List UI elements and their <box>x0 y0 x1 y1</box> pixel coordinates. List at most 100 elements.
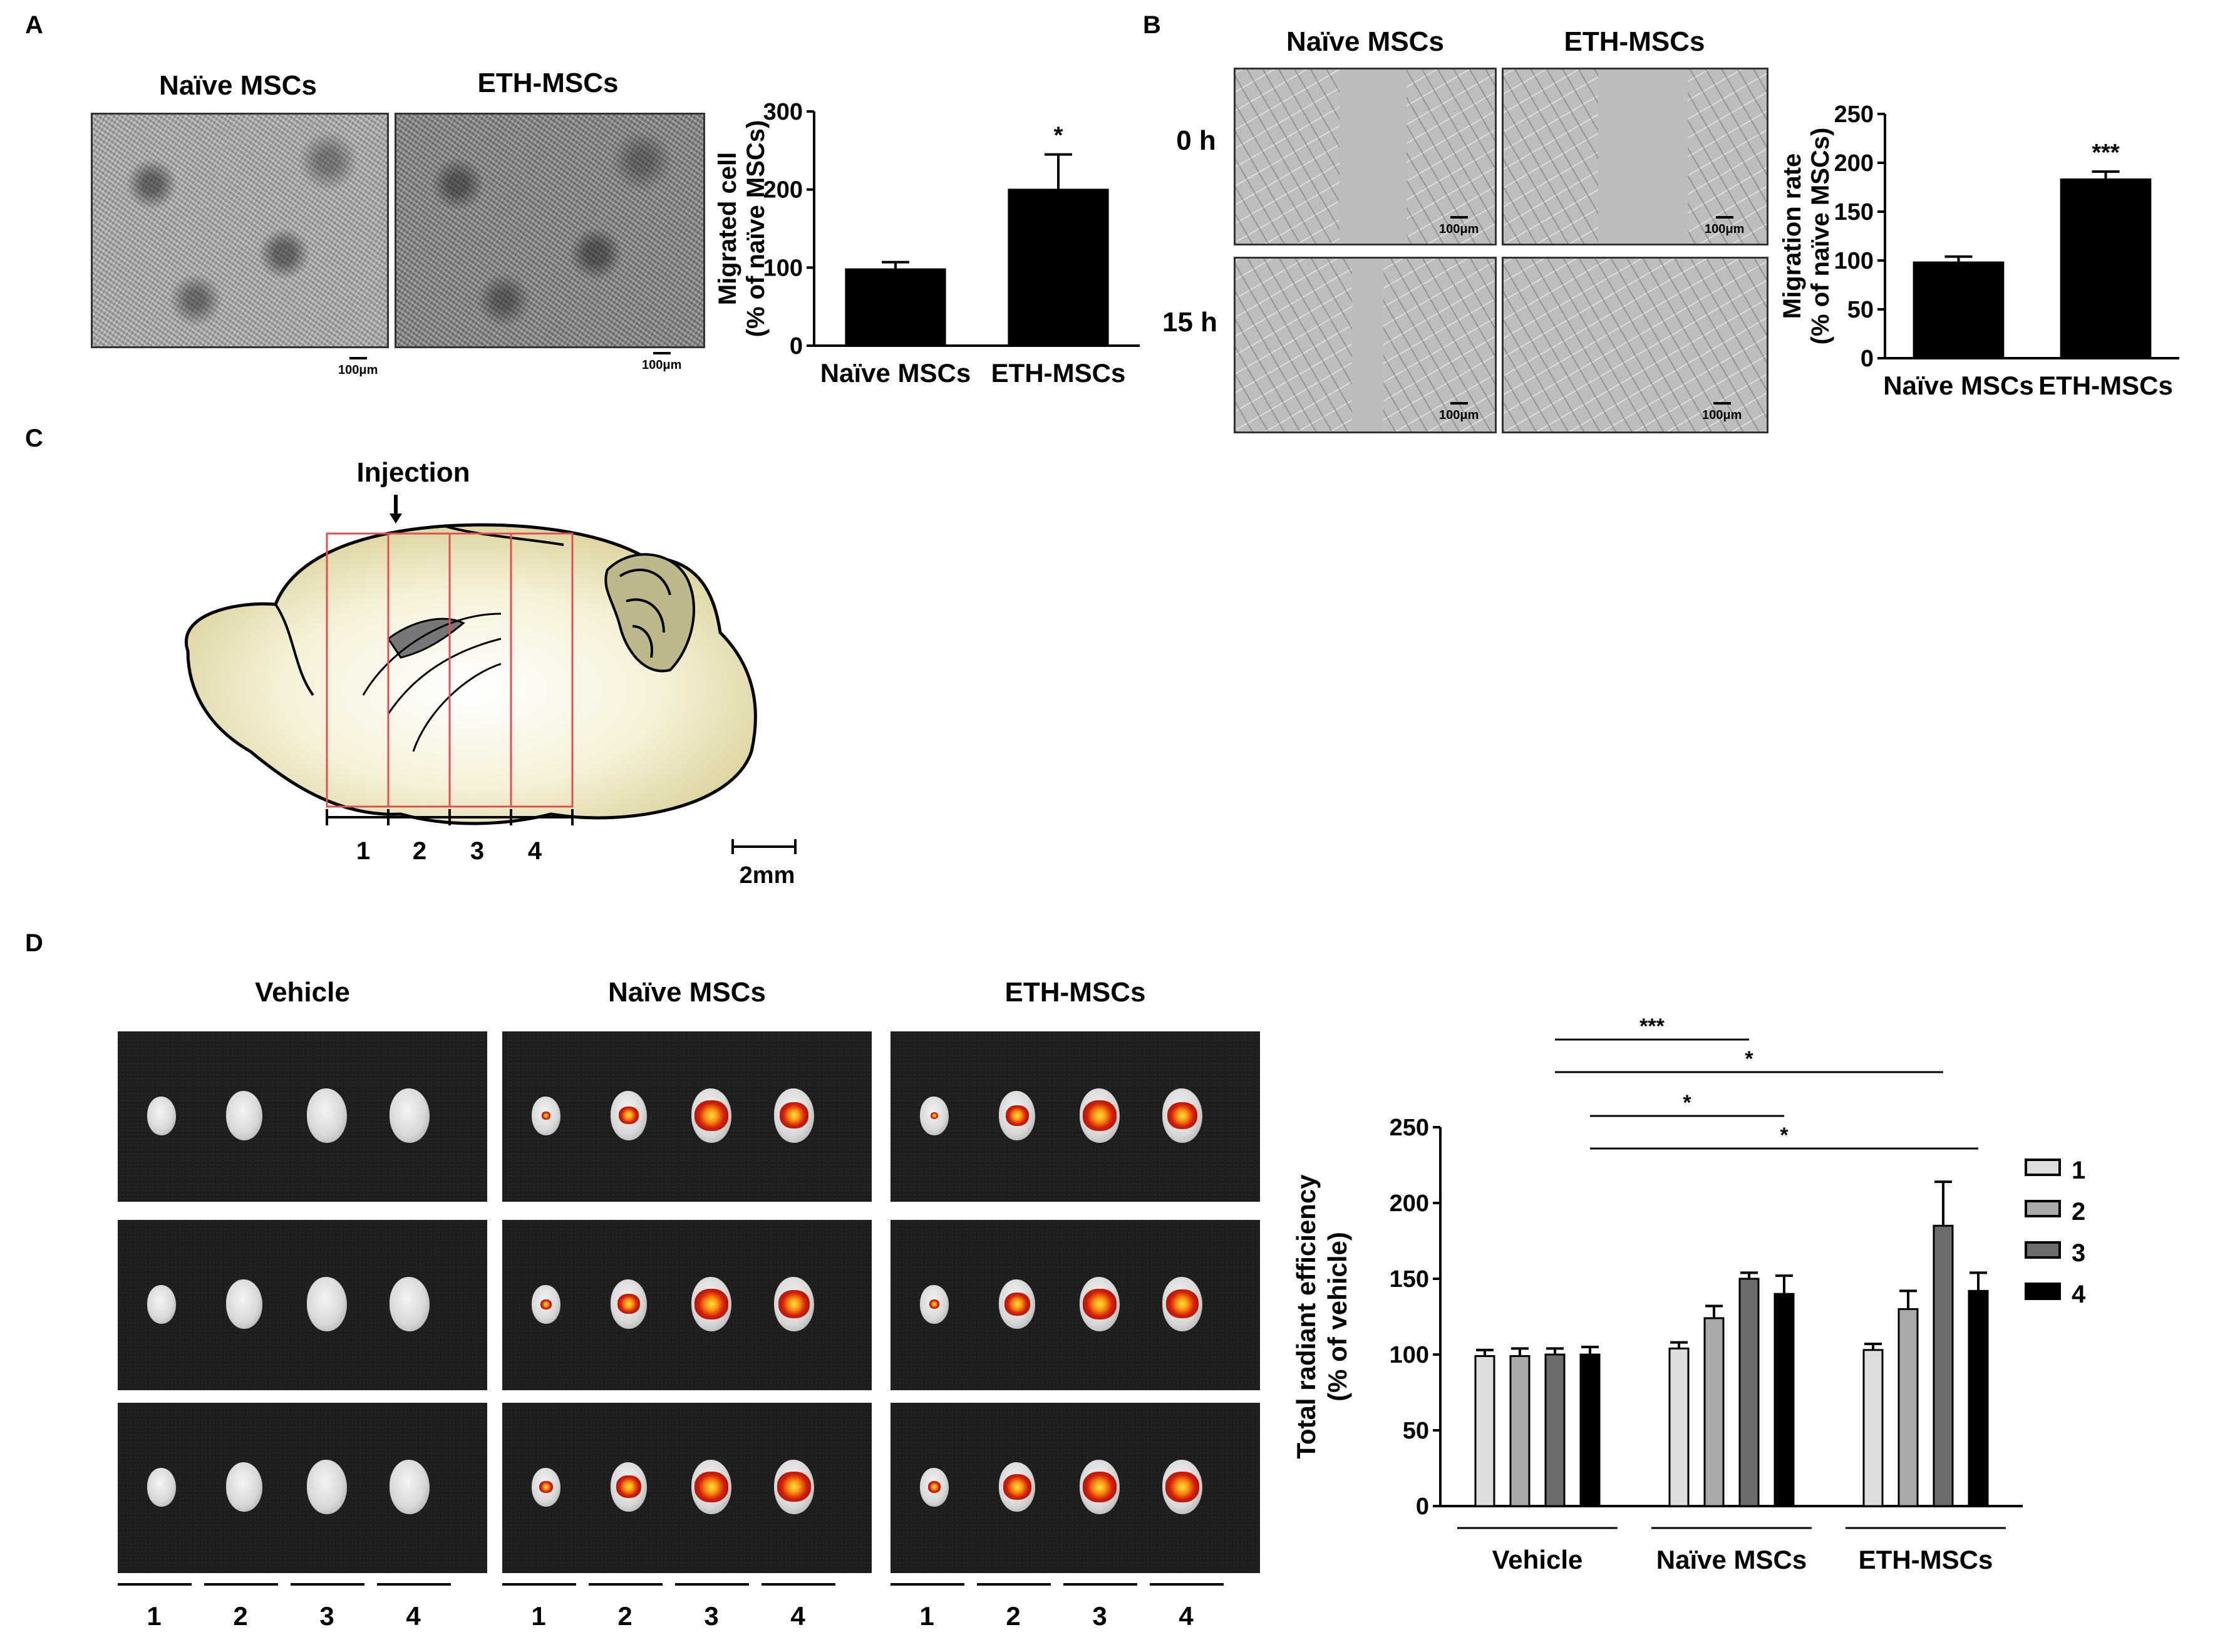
fluorescence-signal <box>777 1471 811 1502</box>
panel-a-title-eth: ETH-MSCs <box>477 68 619 98</box>
panel-b-image-naive-15h <box>1234 257 1497 433</box>
bar <box>1668 1347 1690 1507</box>
y-tick-label: 200 <box>763 177 803 204</box>
panel-b-scale-bar-4: 100μm <box>1702 402 1742 422</box>
ivis-image <box>891 1220 1260 1390</box>
ivis-image <box>502 1403 872 1573</box>
panel-b-row-label-0h: 0 h <box>1176 125 1216 156</box>
section-label-1: 1 <box>356 837 370 865</box>
bar <box>1544 1353 1566 1507</box>
section-label-2: 2 <box>413 837 426 865</box>
brain-slice <box>532 1467 560 1507</box>
brain-slice <box>390 1088 430 1143</box>
brain-slice <box>390 1460 430 1514</box>
bar <box>2060 178 2152 358</box>
injection-label: Injection <box>356 457 470 488</box>
x-tick-label: Naïve MSCs <box>820 358 971 388</box>
y-tick-label: 100 <box>763 255 803 281</box>
bar <box>1703 1317 1725 1507</box>
bar <box>1474 1355 1495 1507</box>
x-tick-label: ETH-MSCs <box>2038 371 2173 400</box>
brain-slice <box>390 1277 430 1331</box>
fluorescence-signal <box>1004 1292 1030 1316</box>
panel-b-scale-bar-1: 100μm <box>1439 216 1479 236</box>
fluorescence-signal <box>1003 1474 1031 1500</box>
legend-label: 3 <box>2072 1239 2085 1267</box>
ivis-image <box>118 1031 487 1202</box>
bar <box>1738 1278 1760 1507</box>
panel-b-title-eth: ETH-MSCs <box>1564 26 1705 57</box>
bar <box>1773 1293 1795 1507</box>
y-tick-label: 100 <box>1390 1342 1429 1368</box>
brain-slice <box>611 1091 647 1140</box>
y-tick-label: 0 <box>1416 1494 1429 1520</box>
scale-bar-2mm <box>731 839 797 854</box>
ivis-image <box>118 1220 487 1390</box>
ivis-image <box>502 1031 872 1202</box>
y-tick-label: 50 <box>1847 297 1874 323</box>
brain-slice <box>307 1088 347 1143</box>
panel-b-image-naive-0h <box>1234 68 1497 245</box>
fluorescence-signal <box>780 1102 808 1128</box>
bar <box>1862 1349 1884 1507</box>
section-number: 2 <box>1006 1601 1020 1631</box>
brain-slice <box>691 1088 731 1143</box>
legend-swatch <box>2025 1283 2061 1300</box>
brain-slice <box>611 1462 647 1512</box>
ivis-image <box>891 1403 1260 1573</box>
fluorescence-signal <box>539 1480 553 1494</box>
panel-d-section-axis: 1 2 3 4 1 2 3 4 1 2 3 4 <box>118 1583 1224 1631</box>
fluorescence-signal <box>930 1112 939 1120</box>
brain-slice <box>611 1279 647 1329</box>
x-tick-label: Naïve MSCs <box>1883 371 2033 400</box>
panel-label-d: D <box>25 929 43 957</box>
panel-a-image-eth <box>395 113 705 348</box>
brain-slice <box>1080 1460 1120 1514</box>
section-number: 1 <box>531 1601 545 1631</box>
bar <box>1933 1224 1954 1507</box>
y-tick-label: 100 <box>1834 248 1874 274</box>
section-number: 3 <box>319 1601 334 1631</box>
significance-marker: * <box>1745 1047 1753 1071</box>
fluorescence-signal <box>929 1299 940 1309</box>
brain-slice <box>532 1096 560 1135</box>
brain-slice <box>307 1277 347 1331</box>
section-number: 1 <box>919 1601 934 1631</box>
bar <box>1509 1355 1531 1507</box>
y-tick-label: 200 <box>1390 1190 1429 1217</box>
section-number: 4 <box>406 1601 421 1631</box>
brain-slice <box>147 1096 176 1135</box>
cerebellum <box>604 553 695 673</box>
fluorescence-signal <box>694 1288 729 1319</box>
y-tick-label: 0 <box>790 333 803 359</box>
panel-b-scale-bar-2: 100μm <box>1705 216 1745 236</box>
y-tick-label: 300 <box>763 99 803 125</box>
x-tick-label: Vehicle <box>1492 1545 1583 1574</box>
brain-slice <box>226 1279 262 1329</box>
brain-slice <box>920 1467 949 1507</box>
brain-slice <box>774 1460 814 1514</box>
y-tick-label: 250 <box>1390 1115 1429 1141</box>
brain-slice <box>920 1096 949 1135</box>
panel-label-c: C <box>25 425 43 452</box>
section-number: 4 <box>790 1601 805 1631</box>
x-tick-label: ETH-MSCs <box>1859 1545 1993 1574</box>
significance-marker: * <box>1780 1123 1789 1147</box>
brain-slice <box>1080 1277 1120 1331</box>
x-tick-label: ETH-MSCs <box>991 358 1126 388</box>
fluorescence-signal <box>694 1471 729 1502</box>
y-tick-label: 200 <box>1834 150 1874 177</box>
panel-label-b: B <box>1143 11 1161 39</box>
section-number: 3 <box>704 1601 718 1631</box>
y-axis-label: Migration rate <box>1779 153 1806 319</box>
significance-marker: * <box>1683 1091 1691 1115</box>
brain-slice <box>147 1284 176 1324</box>
brain-slice <box>920 1284 949 1324</box>
ivis-image <box>502 1220 872 1390</box>
ivis-image <box>118 1403 487 1573</box>
legend-swatch <box>2025 1241 2061 1259</box>
fluorescence-signal <box>778 1289 810 1318</box>
brain-slice <box>226 1462 262 1512</box>
bar <box>1579 1353 1601 1507</box>
legend-swatch <box>2025 1200 2061 1217</box>
